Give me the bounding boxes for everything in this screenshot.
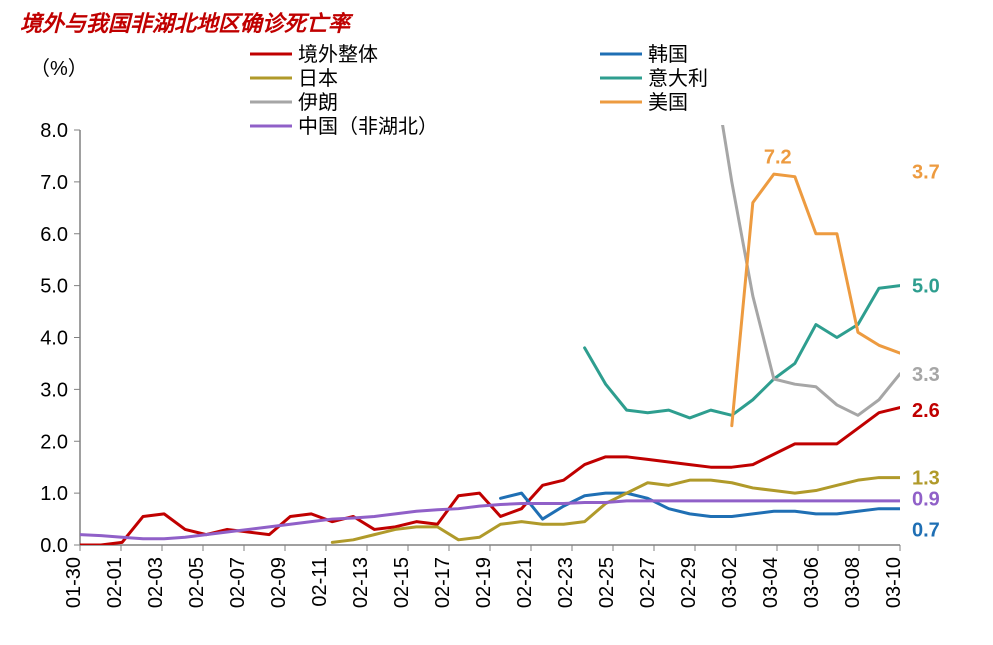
y-tick-label: 0.0 (40, 535, 68, 557)
x-tick-label: 02-05 (186, 557, 208, 608)
x-tick-label: 03-02 (719, 557, 741, 608)
legend-item-iran: 伊朗 (298, 91, 338, 114)
x-tick-label: 02-13 (350, 557, 372, 608)
end-label-japan: 1.3 (912, 468, 940, 490)
x-tick-label: 03-04 (760, 557, 782, 608)
y-tick-label: 3.0 (40, 379, 68, 401)
series-korea (501, 493, 900, 519)
y-tick-label: 5.0 (40, 276, 68, 298)
y-tick-label: 7.0 (40, 172, 68, 194)
chart-title: 境外与我国非湖北地区确诊死亡率 (20, 6, 350, 38)
x-tick-label: 02-21 (514, 557, 536, 608)
legend-item-china_non_hubei: 中国（非湖北） (298, 115, 438, 138)
x-tick-label: 02-25 (596, 557, 618, 608)
x-tick-label: 02-17 (432, 557, 454, 608)
x-tick-label: 02-11 (309, 557, 331, 607)
y-tick-label: 8.0 (40, 120, 68, 142)
y-tick-label: 6.0 (40, 224, 68, 246)
end-label-overseas_overall: 2.6 (912, 400, 940, 422)
end-label-korea: 0.7 (912, 519, 940, 541)
x-tick-label: 02-23 (555, 557, 577, 608)
chart-container: 境外与我国非湖北地区确诊死亡率 0.0 1.0 2.0 3.0 4.0 5.0 6.0 7.0… (0, 0, 993, 645)
x-tick-label: 03-08 (842, 557, 864, 608)
x-tick-label: 03-10 (883, 557, 905, 608)
x-tick-label: 02-15 (391, 557, 413, 608)
legend-item-italy: 意大利 (648, 67, 708, 90)
y-axis-unit: （%） (30, 57, 88, 80)
legend-item-korea: 韩国 (648, 43, 688, 66)
legend-item-usa: 美国 (648, 91, 688, 114)
y-tick-label: 4.0 (40, 328, 68, 350)
x-tick-label: 02-19 (473, 557, 495, 608)
end-label-china_non_hubei: 0.9 (912, 488, 940, 510)
legend-item-japan: 日本 (298, 67, 338, 90)
end-label-iran: 3.3 (912, 364, 940, 386)
x-tick-label: 02-29 (678, 557, 700, 608)
x-tick-label: 02-01 (104, 557, 126, 608)
x-tick-label: 02-03 (145, 557, 167, 608)
end-label-italy: 5.0 (912, 276, 940, 298)
x-tick-label: 02-27 (637, 557, 659, 608)
y-tick-label: 2.0 (40, 431, 68, 453)
x-tick-label: 02-07 (227, 557, 249, 608)
line-chart: 0.0 1.0 2.0 3.0 4.0 5.0 6.0 7.0 8.0 （%） 01-30 02-01… (0, 0, 993, 645)
legend-item-overseas_overall: 境外整体 (298, 43, 378, 66)
x-tick-label: 02-09 (268, 557, 290, 608)
end-label-usa: 3.7 (912, 162, 940, 184)
peak-label-usa: 7.2 (764, 147, 792, 169)
x-tick-label: 03-06 (801, 557, 823, 608)
y-tick-label: 1.0 (40, 483, 68, 505)
series-overseas_overall (80, 408, 900, 545)
x-tick-label: 01-30 (63, 557, 85, 608)
